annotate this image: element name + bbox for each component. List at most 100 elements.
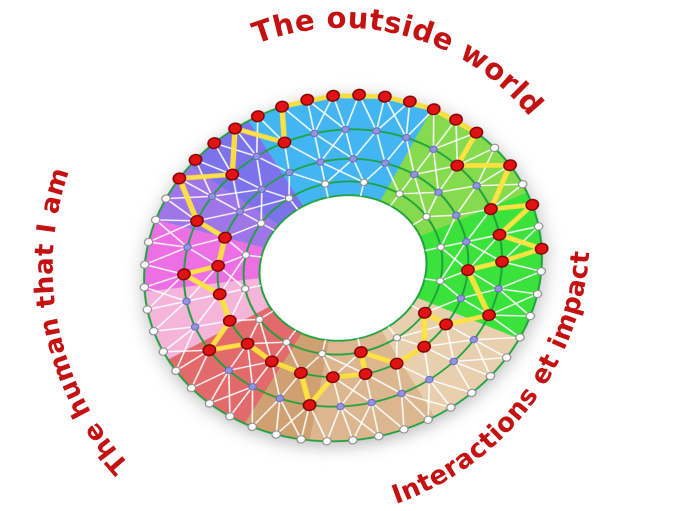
- mesh-edge: [271, 361, 281, 399]
- mesh-node: [186, 383, 197, 393]
- mesh-edge: [413, 174, 428, 217]
- mesh-node: [532, 289, 543, 299]
- mesh-edge: [453, 356, 507, 363]
- red-node: [293, 366, 308, 379]
- red-node: [503, 159, 517, 172]
- mesh-edge: [227, 370, 231, 417]
- mesh-node: [449, 357, 459, 366]
- red-node: [482, 309, 496, 322]
- mesh-node: [425, 375, 434, 384]
- mesh-edge: [465, 241, 503, 263]
- mesh-node: [536, 267, 546, 276]
- mesh-node: [255, 315, 264, 324]
- mesh-node: [235, 207, 245, 216]
- mesh-edge: [153, 300, 188, 332]
- mesh-node: [525, 311, 536, 321]
- mesh-edge: [384, 137, 407, 164]
- mesh-edge: [344, 129, 354, 160]
- red-node: [353, 346, 368, 359]
- mesh-node: [148, 327, 159, 336]
- mesh-edge: [261, 188, 290, 199]
- mesh-edge: [144, 246, 188, 266]
- mesh-edge: [147, 300, 187, 311]
- mesh-node: [469, 335, 479, 344]
- mesh-edge: [439, 280, 462, 299]
- mesh-edge: [288, 172, 291, 199]
- mesh-edge: [488, 293, 538, 316]
- mesh-edge: [424, 338, 474, 348]
- mesh-node: [247, 422, 258, 431]
- mesh-node: [515, 333, 525, 342]
- mesh-node: [456, 294, 466, 303]
- mesh-node: [320, 180, 330, 188]
- mesh-edge: [352, 158, 365, 183]
- red-node: [202, 344, 217, 357]
- red-node: [222, 314, 237, 327]
- red-node: [211, 259, 226, 272]
- mesh-edge: [251, 397, 281, 428]
- mesh-edge: [326, 406, 342, 442]
- red-node: [172, 172, 187, 185]
- mesh-node: [282, 338, 291, 346]
- mesh-edge: [396, 323, 447, 339]
- mesh-edge: [426, 214, 457, 218]
- red-node: [460, 264, 475, 277]
- red-node: [417, 340, 432, 353]
- mesh-node: [435, 277, 445, 285]
- mesh-node: [296, 435, 306, 444]
- mesh-edge: [375, 130, 386, 164]
- mesh-edge: [146, 273, 185, 311]
- mesh-node: [322, 437, 332, 446]
- mesh-node: [190, 323, 200, 331]
- mesh-edge: [219, 254, 247, 295]
- red-node: [250, 110, 265, 123]
- mesh-edge: [358, 94, 378, 132]
- mesh-node: [182, 297, 191, 305]
- mesh-edge: [453, 360, 491, 377]
- mesh-edge: [473, 336, 520, 341]
- mesh-edge: [413, 148, 435, 175]
- mesh-edge: [400, 393, 405, 430]
- mesh-node: [284, 194, 294, 202]
- mesh-edge: [256, 155, 290, 174]
- red-node: [426, 103, 441, 116]
- red-node: [439, 318, 453, 331]
- mesh-edge: [211, 195, 241, 213]
- mesh-node: [422, 212, 431, 221]
- mesh-node: [150, 215, 161, 225]
- mesh-node: [494, 285, 503, 293]
- mesh-node: [429, 145, 438, 154]
- mesh-node: [143, 237, 154, 247]
- mesh-node: [248, 382, 257, 391]
- mesh-edge: [212, 188, 262, 198]
- red-node: [275, 100, 289, 113]
- mesh-node: [139, 283, 150, 292]
- red-node: [212, 288, 227, 301]
- mesh-edge: [473, 339, 508, 359]
- mesh-node: [275, 394, 285, 403]
- mesh-node: [533, 222, 544, 231]
- mesh-node: [161, 194, 171, 203]
- red-node: [240, 337, 255, 350]
- red-node: [484, 203, 498, 216]
- mesh-node: [359, 178, 369, 187]
- mesh-node: [158, 347, 169, 356]
- mesh-node: [367, 398, 376, 407]
- mesh-node: [372, 127, 381, 135]
- mesh-node: [336, 402, 345, 411]
- mesh-edge: [260, 189, 263, 224]
- mesh-edge: [275, 404, 311, 435]
- mesh-edge: [432, 109, 435, 150]
- mesh-edge: [427, 379, 431, 420]
- mesh-edge: [384, 162, 401, 195]
- mesh-edge: [432, 149, 440, 193]
- mesh-edge: [499, 225, 539, 236]
- mesh-edge: [498, 270, 542, 290]
- mesh-edge: [148, 220, 198, 243]
- mesh-node: [256, 219, 266, 227]
- mesh-edge: [440, 215, 457, 248]
- red-node: [225, 168, 240, 181]
- mesh-edge: [144, 286, 187, 302]
